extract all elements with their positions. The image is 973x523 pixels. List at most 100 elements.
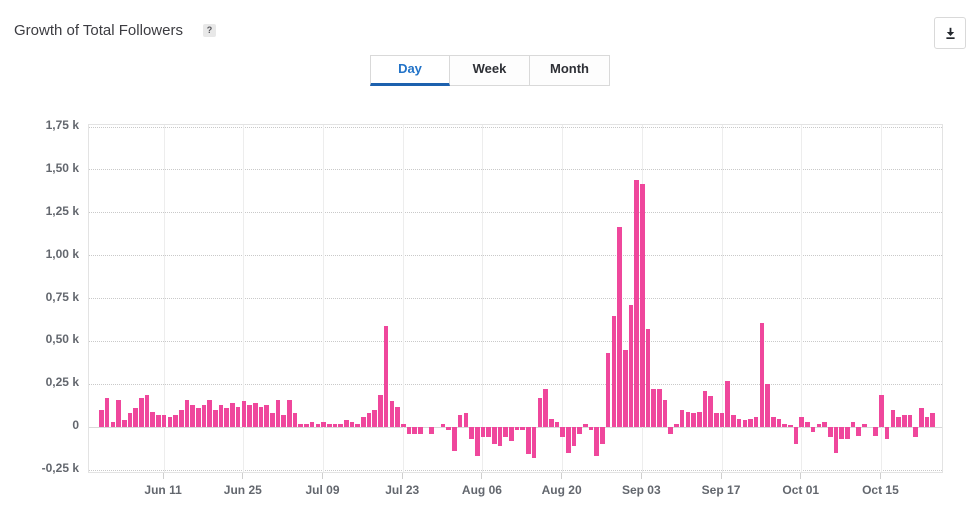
bar[interactable] xyxy=(833,427,839,453)
bar[interactable] xyxy=(657,389,662,428)
bar[interactable] xyxy=(696,411,702,428)
tab-week[interactable]: Week xyxy=(450,55,530,86)
bar[interactable] xyxy=(275,399,281,428)
bar[interactable] xyxy=(816,423,822,428)
bar[interactable] xyxy=(429,427,434,434)
bar[interactable] xyxy=(765,384,770,428)
bar[interactable] xyxy=(662,399,668,428)
bar[interactable] xyxy=(241,401,247,428)
bar[interactable] xyxy=(292,413,298,428)
bar[interactable] xyxy=(99,410,104,428)
bar[interactable] xyxy=(736,418,742,428)
bar[interactable] xyxy=(304,423,309,428)
bar[interactable] xyxy=(873,427,879,436)
bar[interactable] xyxy=(452,427,457,452)
bar[interactable] xyxy=(486,427,491,438)
bar[interactable] xyxy=(526,427,531,455)
bar[interactable] xyxy=(907,415,913,428)
bar[interactable] xyxy=(930,413,935,428)
bar[interactable] xyxy=(594,427,600,457)
bar[interactable] xyxy=(224,408,230,428)
bar[interactable] xyxy=(406,427,412,434)
tab-day[interactable]: Day xyxy=(370,55,450,86)
tab-month[interactable]: Month xyxy=(530,55,610,86)
bar[interactable] xyxy=(116,399,121,428)
bar[interactable] xyxy=(554,422,560,428)
bar[interactable] xyxy=(856,427,861,436)
bar[interactable] xyxy=(349,422,355,428)
bar[interactable] xyxy=(924,416,930,428)
bar[interactable] xyxy=(378,394,383,428)
bar[interactable] xyxy=(668,427,674,434)
bar[interactable] xyxy=(537,398,543,428)
bar[interactable] xyxy=(121,420,127,428)
bar[interactable] xyxy=(509,427,514,441)
bar[interactable] xyxy=(173,415,178,428)
bar[interactable] xyxy=(372,410,378,428)
bar[interactable] xyxy=(395,406,400,428)
bar[interactable] xyxy=(247,404,252,428)
bar[interactable] xyxy=(389,401,395,428)
bar[interactable] xyxy=(901,415,907,428)
bar[interactable] xyxy=(799,416,805,428)
bar[interactable] xyxy=(315,423,321,428)
help-badge[interactable]: ? xyxy=(203,24,216,37)
bar[interactable] xyxy=(139,398,144,428)
bar[interactable] xyxy=(309,422,315,428)
bar[interactable] xyxy=(503,427,509,438)
bar[interactable] xyxy=(269,413,275,428)
bar[interactable] xyxy=(343,420,349,428)
bar[interactable] xyxy=(184,399,190,428)
bar[interactable] xyxy=(896,416,901,428)
bar[interactable] xyxy=(127,413,133,428)
bar[interactable] xyxy=(514,427,520,431)
bar[interactable] xyxy=(469,427,474,440)
bar[interactable] xyxy=(235,406,241,428)
bar[interactable] xyxy=(759,322,765,428)
bar[interactable] xyxy=(611,315,617,428)
bar[interactable] xyxy=(178,410,184,428)
bar[interactable] xyxy=(742,420,748,428)
bar[interactable] xyxy=(281,415,286,428)
bar[interactable] xyxy=(161,415,167,428)
bar[interactable] xyxy=(770,416,776,428)
bar[interactable] xyxy=(679,410,685,428)
bar[interactable] xyxy=(156,415,161,428)
bar[interactable] xyxy=(691,413,696,428)
bar[interactable] xyxy=(298,423,304,428)
bar[interactable] xyxy=(264,404,269,428)
bar[interactable] xyxy=(480,427,486,438)
bar[interactable] xyxy=(361,416,366,428)
bar[interactable] xyxy=(702,391,708,428)
bar[interactable] xyxy=(560,427,565,438)
bar[interactable] xyxy=(617,226,622,428)
bar[interactable] xyxy=(600,427,605,445)
bar[interactable] xyxy=(793,427,799,445)
bar[interactable] xyxy=(605,353,611,428)
bar[interactable] xyxy=(321,422,326,428)
bar[interactable] xyxy=(827,427,833,438)
bar[interactable] xyxy=(338,423,343,428)
bar[interactable] xyxy=(355,423,360,428)
bar[interactable] xyxy=(252,403,258,428)
bar[interactable] xyxy=(884,427,890,440)
bar[interactable] xyxy=(844,427,850,440)
bar[interactable] xyxy=(708,396,713,428)
bar[interactable] xyxy=(195,408,201,428)
bar[interactable] xyxy=(440,423,446,428)
bar[interactable] xyxy=(918,408,924,428)
bar[interactable] xyxy=(805,422,810,428)
bar[interactable] xyxy=(497,427,503,446)
bar[interactable] xyxy=(640,183,645,428)
bar[interactable] xyxy=(782,423,787,428)
bar[interactable] xyxy=(850,422,856,428)
bar[interactable] xyxy=(685,411,691,428)
bar[interactable] xyxy=(548,418,554,428)
bar[interactable] xyxy=(326,423,332,428)
bar[interactable] xyxy=(588,427,594,431)
bar[interactable] xyxy=(913,427,918,438)
bar[interactable] xyxy=(258,406,264,428)
bar[interactable] xyxy=(190,404,195,428)
bar[interactable] xyxy=(201,404,207,428)
bar[interactable] xyxy=(207,399,212,428)
